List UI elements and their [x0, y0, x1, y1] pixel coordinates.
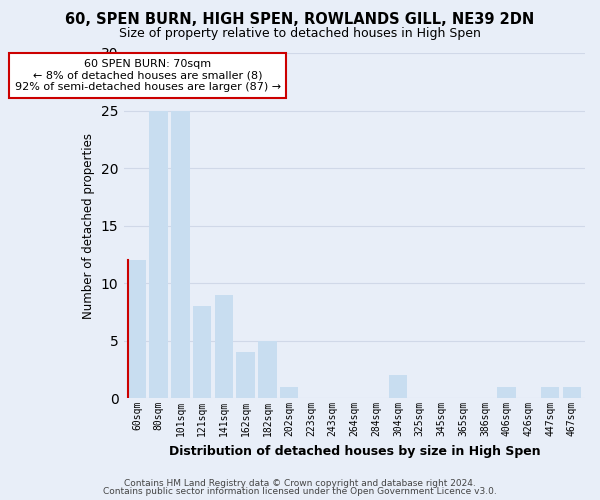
Bar: [215, 294, 233, 398]
Text: Contains public sector information licensed under the Open Government Licence v3: Contains public sector information licen…: [103, 487, 497, 496]
Bar: [280, 386, 298, 398]
Text: Size of property relative to detached houses in High Spen: Size of property relative to detached ho…: [119, 28, 481, 40]
Bar: [389, 375, 407, 398]
Bar: [128, 260, 146, 398]
Text: Contains HM Land Registry data © Crown copyright and database right 2024.: Contains HM Land Registry data © Crown c…: [124, 478, 476, 488]
X-axis label: Distribution of detached houses by size in High Spen: Distribution of detached houses by size …: [169, 444, 540, 458]
Bar: [258, 340, 277, 398]
Bar: [563, 386, 581, 398]
Bar: [236, 352, 255, 398]
Bar: [149, 110, 168, 398]
Bar: [193, 306, 211, 398]
Bar: [541, 386, 559, 398]
Text: 60, SPEN BURN, HIGH SPEN, ROWLANDS GILL, NE39 2DN: 60, SPEN BURN, HIGH SPEN, ROWLANDS GILL,…: [65, 12, 535, 28]
Y-axis label: Number of detached properties: Number of detached properties: [82, 132, 95, 318]
Bar: [497, 386, 516, 398]
Text: 60 SPEN BURN: 70sqm
← 8% of detached houses are smaller (8)
92% of semi-detached: 60 SPEN BURN: 70sqm ← 8% of detached hou…: [15, 59, 281, 92]
Bar: [171, 110, 190, 398]
